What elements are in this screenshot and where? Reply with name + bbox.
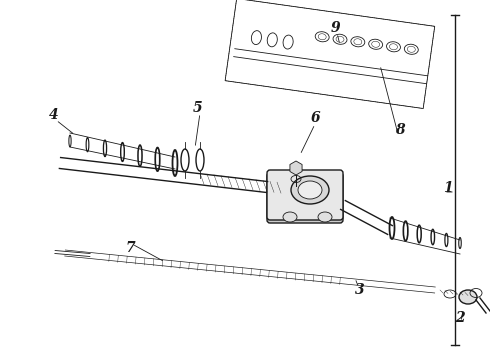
Ellipse shape: [283, 212, 297, 222]
Text: 3: 3: [355, 283, 365, 297]
Polygon shape: [290, 161, 302, 175]
Text: 5: 5: [193, 101, 203, 115]
Text: 7: 7: [125, 241, 135, 255]
Ellipse shape: [291, 176, 329, 204]
Text: 1: 1: [443, 181, 453, 195]
Ellipse shape: [459, 290, 477, 304]
Text: 8: 8: [395, 123, 405, 137]
Text: 2: 2: [455, 311, 465, 325]
Text: 4: 4: [49, 108, 59, 122]
Text: 6: 6: [310, 111, 320, 125]
Text: 9: 9: [330, 21, 340, 35]
Ellipse shape: [318, 212, 332, 222]
FancyBboxPatch shape: [267, 170, 343, 220]
Ellipse shape: [298, 181, 322, 199]
FancyBboxPatch shape: [267, 173, 343, 223]
